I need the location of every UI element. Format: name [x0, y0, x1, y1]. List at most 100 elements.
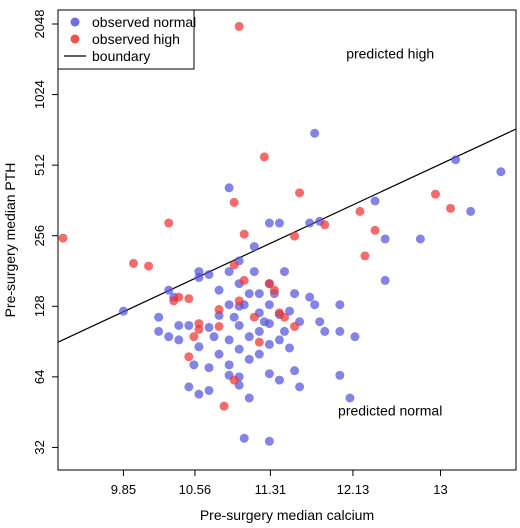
- observed-normal-point: [229, 312, 239, 322]
- observed-high-point: [184, 352, 194, 362]
- observed-high-point: [214, 305, 224, 315]
- observed-normal-point: [209, 332, 219, 342]
- observed-high-point: [239, 275, 249, 285]
- observed-high-point: [290, 321, 300, 331]
- observed-normal-point: [194, 389, 204, 399]
- observed-high-point: [360, 251, 370, 261]
- observed-normal-point: [295, 382, 305, 392]
- observed-normal-point: [451, 155, 461, 165]
- observed-normal-point: [224, 183, 234, 193]
- observed-normal-point: [224, 300, 234, 310]
- x-tick-label: 10.56: [179, 482, 212, 497]
- observed-high-point: [164, 218, 174, 228]
- observed-normal-point: [264, 319, 274, 329]
- legend-label-boundary: boundary: [92, 48, 150, 64]
- y-tick-label: 1024: [32, 80, 47, 109]
- observed-normal-point: [194, 342, 204, 352]
- observed-normal-point: [264, 218, 274, 228]
- observed-normal-point: [254, 326, 264, 336]
- observed-high-point: [274, 308, 284, 318]
- observed-normal-point: [254, 289, 264, 299]
- observed-high-point: [430, 189, 440, 199]
- y-axis: 32 64 128 256 512 1024 2048: [32, 10, 58, 455]
- observed-normal-point: [249, 242, 259, 252]
- predicted-high-label: predicted high: [346, 46, 434, 62]
- y-tick-label: 64: [32, 370, 47, 384]
- observed-normal-point: [249, 267, 259, 277]
- y-axis-title: Pre-surgery median PTH: [2, 163, 18, 318]
- observed-normal-point: [310, 128, 320, 138]
- observed-normal-point: [335, 300, 345, 310]
- observed-high-point: [269, 285, 279, 295]
- observed-high-point: [446, 203, 456, 213]
- x-tick-label: 12.13: [337, 482, 370, 497]
- boundary-line: [57, 128, 517, 343]
- observed-normal-point: [204, 385, 214, 395]
- legend-marker-observed-normal: [70, 17, 80, 27]
- observed-normal-point: [174, 335, 184, 345]
- observed-normal-point: [264, 300, 274, 310]
- observed-high-point: [234, 296, 244, 306]
- observed-normal-point: [335, 370, 345, 380]
- observed-high-point: [229, 197, 239, 207]
- observed-normal-point: [310, 300, 320, 310]
- observed-high-point: [184, 294, 194, 304]
- observed-normal-point: [164, 285, 174, 295]
- plot-area-frame: [57, 9, 517, 471]
- predicted-normal-label: predicted normal: [338, 402, 442, 418]
- observed-high-point: [169, 296, 179, 306]
- observed-normal-point: [204, 269, 214, 279]
- observed-normal-point: [274, 375, 284, 385]
- observed-normal-point: [244, 354, 254, 364]
- observed-high-point: [259, 152, 269, 162]
- observed-high-point: [58, 233, 68, 243]
- observed-normal-point: [370, 196, 380, 206]
- observed-normal-point: [239, 433, 249, 443]
- observed-normal-point: [264, 436, 274, 446]
- legend-label-observed-high: observed high: [92, 31, 180, 47]
- observed-normal-point: [174, 320, 184, 330]
- observed-normal-point: [285, 306, 295, 316]
- observed-high-point: [189, 332, 199, 342]
- observed-high-point: [264, 279, 274, 289]
- observed-normal-point: [204, 363, 214, 373]
- observed-normal-point: [224, 360, 234, 370]
- x-tick-label: 9.85: [111, 482, 136, 497]
- observed-normal-point: [244, 393, 254, 403]
- observed-normal-point: [244, 289, 254, 299]
- observed-high-point: [290, 231, 300, 241]
- y-tick-label: 256: [32, 225, 47, 247]
- observed-high-point: [295, 188, 305, 198]
- y-tick-label: 32: [32, 440, 47, 454]
- observed-normal-point: [274, 335, 284, 345]
- data-points: [58, 21, 506, 446]
- observed-normal-point: [290, 289, 300, 299]
- observed-normal-point: [315, 317, 325, 327]
- x-axis-title: Pre-surgery median calcium: [200, 507, 374, 523]
- observed-high-point: [219, 401, 229, 411]
- observed-normal-point: [264, 369, 274, 379]
- observed-normal-point: [380, 275, 390, 285]
- x-axis: 9.85 10.56 11.31 12.13 13: [111, 470, 448, 497]
- observed-high-point: [355, 206, 365, 216]
- legend-marker-observed-high: [70, 34, 80, 44]
- observed-high-point: [214, 321, 224, 331]
- observed-high-point: [229, 375, 239, 385]
- observed-normal-point: [279, 326, 289, 336]
- y-tick-label: 128: [32, 295, 47, 317]
- observed-normal-point: [224, 335, 234, 345]
- observed-normal-point: [335, 326, 345, 336]
- observed-normal-point: [164, 332, 174, 342]
- observed-normal-point: [204, 322, 214, 332]
- observed-normal-point: [234, 344, 244, 354]
- observed-normal-point: [290, 366, 300, 376]
- observed-high-point: [239, 229, 249, 239]
- observed-high-point: [370, 225, 380, 235]
- observed-normal-point: [279, 267, 289, 277]
- observed-normal-point: [305, 292, 315, 302]
- x-tick-label: 13: [433, 482, 447, 497]
- observed-normal-point: [184, 382, 194, 392]
- observed-high-point: [234, 21, 244, 31]
- x-tick-label: 11.31: [255, 482, 287, 497]
